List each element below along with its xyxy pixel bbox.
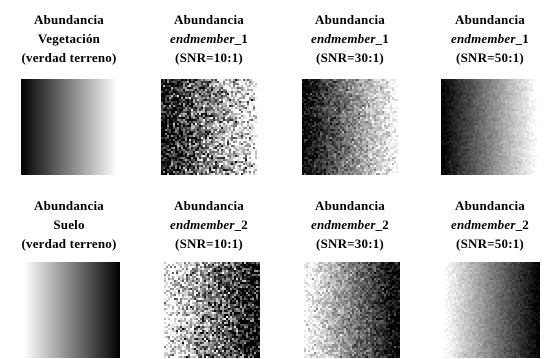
caption-line1: Abundancia [315,12,385,27]
panel-vegetation-ground-truth: Abundancia Vegetación (verdad terreno) [5,10,133,67]
caption-line1: Abundancia [34,12,104,27]
abundance-image-endmember1-snr10 [161,79,257,175]
panel-caption: Abundancia endmember_2 (SNR=50:1) [426,196,547,253]
caption-line2: endmember_1 [310,31,390,46]
abundance-image-soil-ground-truth [24,262,120,358]
caption-line2: Vegetación [37,31,101,46]
caption-line2: endmember_2 [310,217,390,232]
abundance-gradient-image [304,262,400,358]
panel-caption: Abundancia endmember_1 (SNR=50:1) [426,10,547,67]
abundance-image-endmember1-snr30 [302,79,398,175]
caption-line2: endmember_2 [169,217,249,232]
caption-line2: endmember_1 [450,31,530,46]
abundance-image-endmember2-snr10 [164,262,260,358]
abundance-gradient-image [164,262,260,358]
caption-line3: (SNR=10:1) [175,50,243,65]
panel-caption: Abundancia endmember_1 (SNR=30:1) [286,10,414,67]
caption-line2: Suelo [53,217,85,232]
caption-line1: Abundancia [455,12,525,27]
panel-endmember2-snr30: Abundancia endmember_2 (SNR=30:1) [286,196,414,253]
abundance-image-endmember2-snr50 [444,262,540,358]
abundance-gradient-image [24,262,120,358]
caption-line1: Abundancia [455,198,525,213]
abundance-image-endmember2-snr30 [304,262,400,358]
panel-caption: Abundancia Suelo (verdad terreno) [5,196,133,253]
caption-line3: (SNR=10:1) [175,236,243,251]
abundance-gradient-image [444,262,540,358]
panel-endmember1-snr30: Abundancia endmember_1 (SNR=30:1) [286,10,414,67]
abundance-gradient-image [441,79,537,175]
panel-endmember1-snr50: Abundancia endmember_1 (SNR=50:1) [426,10,547,67]
gradient-fill [24,262,120,358]
panel-caption: Abundancia endmember_2 (SNR=10:1) [145,196,273,253]
caption-line1: Abundancia [315,198,385,213]
caption-line3: (SNR=50:1) [456,50,524,65]
abundance-gradient-image [302,79,398,175]
panel-caption: Abundancia Vegetación (verdad terreno) [5,10,133,67]
caption-line1: Abundancia [174,198,244,213]
abundance-image-vegetation-ground-truth [21,79,117,175]
caption-line1: Abundancia [174,12,244,27]
caption-line3: (SNR=50:1) [456,236,524,251]
caption-line2: endmember_2 [450,217,530,232]
caption-line3: (verdad terreno) [21,50,117,65]
gradient-fill [21,79,117,175]
abundance-gradient-image [161,79,257,175]
panel-caption: Abundancia endmember_1 (SNR=10:1) [145,10,273,67]
panel-endmember2-snr50: Abundancia endmember_2 (SNR=50:1) [426,196,547,253]
abundance-image-endmember1-snr50 [441,79,537,175]
caption-line1: Abundancia [34,198,104,213]
panel-endmember1-snr10: Abundancia endmember_1 (SNR=10:1) [145,10,273,67]
caption-line3: (SNR=30:1) [316,50,384,65]
caption-line3: (SNR=30:1) [316,236,384,251]
panel-soil-ground-truth: Abundancia Suelo (verdad terreno) [5,196,133,253]
panel-endmember2-snr10: Abundancia endmember_2 (SNR=10:1) [145,196,273,253]
caption-line2: endmember_1 [169,31,249,46]
panel-caption: Abundancia endmember_2 (SNR=30:1) [286,196,414,253]
abundance-gradient-image [21,79,117,175]
caption-line3: (verdad terreno) [21,236,117,251]
